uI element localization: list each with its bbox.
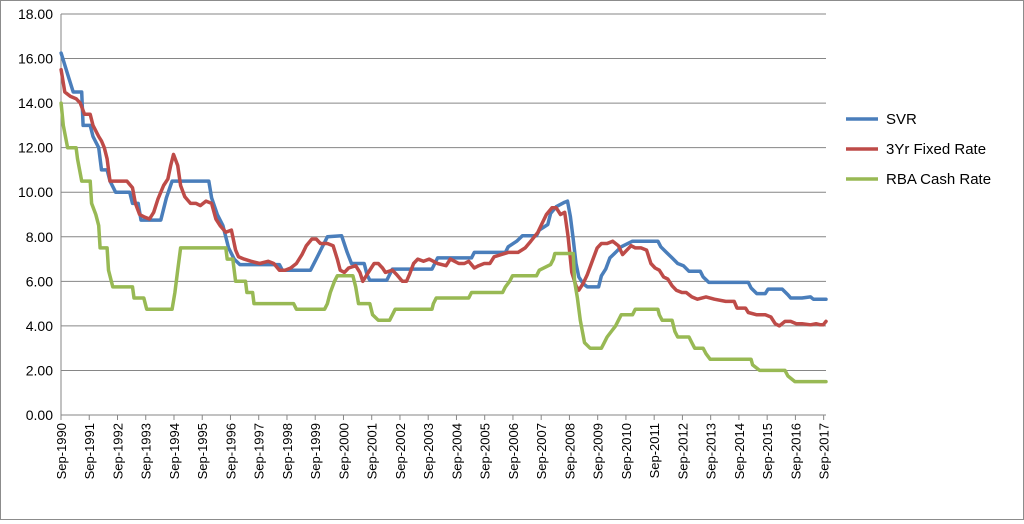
x-tick-label: Sep-2001 — [365, 423, 380, 479]
x-tick-label: Sep-2008 — [562, 423, 577, 479]
x-tick-label: Sep-1990 — [54, 423, 69, 479]
x-tick-label: Sep-2009 — [591, 423, 606, 479]
y-tick-label: 16.00 — [18, 51, 53, 67]
x-tick-label: Sep-2012 — [675, 423, 690, 479]
x-tick-label: Sep-1994 — [167, 423, 182, 479]
x-tick-label: Sep-1997 — [252, 423, 267, 479]
x-tick-label: Sep-1999 — [308, 423, 323, 479]
series-line-rba-cash-rate — [59, 101, 828, 384]
legend-label: 3Yr Fixed Rate — [886, 141, 986, 158]
x-tick-label: Sep-1993 — [139, 423, 154, 479]
grid-lines — [61, 13, 826, 371]
x-tick-label: Sep-2000 — [336, 423, 351, 479]
series-lines — [59, 51, 828, 384]
y-axis-tick-labels: 0.00 2.00 4.00 6.00 8.00 10.00 12.00 14.00 16.00… — [18, 6, 53, 423]
series-line-3yr-fixed-rate — [59, 67, 828, 328]
y-tick-label: 10.00 — [18, 184, 53, 200]
x-tick-label: Sep-1998 — [280, 423, 295, 479]
x-tick-label: Sep-2015 — [760, 423, 775, 479]
x-tick-label: Sep-2004 — [449, 423, 464, 479]
x-tick-label: Sep-2002 — [393, 423, 408, 479]
x-tick-label: Sep-2006 — [506, 423, 521, 479]
y-tick-label: 8.00 — [26, 229, 53, 245]
legend-label: RBA Cash Rate — [886, 171, 991, 188]
y-tick-label: 12.00 — [18, 140, 53, 156]
x-tick-label: Sep-2016 — [788, 423, 803, 479]
legend: SVR 3Yr Fixed Rate RBA Cash Rate — [846, 111, 991, 188]
x-tick-label: Sep-2003 — [421, 423, 436, 479]
series-line-svr — [59, 51, 828, 301]
x-tick-label: Sep-1995 — [195, 423, 210, 479]
x-tick-label: Sep-2013 — [704, 423, 719, 479]
x-tick-label: Sep-2014 — [732, 423, 747, 479]
x-tick-label: Sep-1992 — [110, 423, 125, 479]
x-tick-label: Sep-2007 — [534, 423, 549, 479]
x-axis-tick-labels: Sep-1990 Sep-1991 Sep-1992 Sep-1993 Sep-1994… — [54, 423, 832, 479]
legend-label: SVR — [886, 111, 917, 128]
x-tick-label: Sep-2011 — [647, 423, 662, 478]
y-tick-label: 6.00 — [26, 273, 53, 289]
y-tick-label: 14.00 — [18, 95, 53, 111]
x-tick-label: Sep-2017 — [817, 423, 832, 479]
y-tick-label: 18.00 — [18, 6, 53, 22]
axes — [60, 14, 826, 420]
x-tick-label: Sep-2010 — [619, 423, 634, 479]
y-tick-label: 4.00 — [26, 318, 53, 334]
x-tick-label: Sep-2005 — [478, 423, 493, 479]
y-tick-label: 2.00 — [26, 362, 53, 378]
x-tick-label: Sep-1996 — [223, 423, 238, 479]
x-tick-label: Sep-1991 — [82, 423, 97, 479]
y-tick-label: 0.00 — [26, 407, 53, 423]
